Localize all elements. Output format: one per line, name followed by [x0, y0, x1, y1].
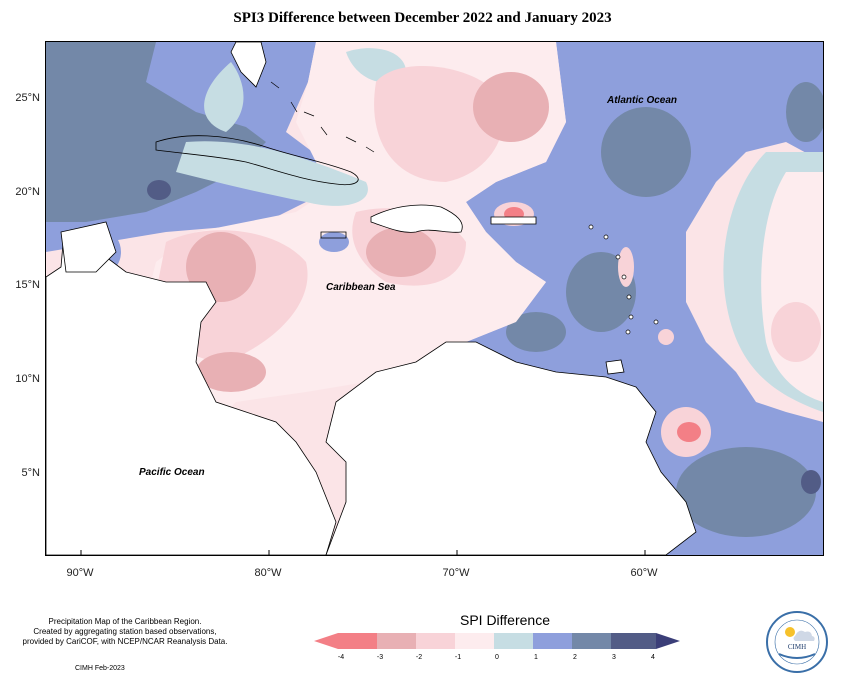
lat-tick-5: 5°N — [21, 467, 40, 479]
jamaica-blue-spot — [319, 232, 349, 252]
legend-swatch-4 — [494, 633, 533, 649]
legend-colorbar — [314, 633, 680, 649]
lon-tick-70: 70°W — [442, 567, 470, 579]
legend-swatch-5 — [533, 633, 572, 649]
atlantic-ocean-label: Atlantic Ocean — [607, 95, 678, 106]
barbados-pink — [658, 329, 674, 345]
atlantic-pink-spot — [771, 302, 821, 362]
lon-tick-80: 80°W — [254, 567, 282, 579]
map-title: SPI3 Difference between December 2022 an… — [233, 10, 612, 26]
puerto-rico-land — [490, 216, 537, 225]
lat-tick-20: 20°N — [15, 186, 40, 198]
legend-arrow-high — [656, 633, 680, 649]
leeward-pink — [618, 247, 634, 287]
map-notes: Precipitation Map of the Caribbean Regio… — [5, 617, 245, 647]
legend-label-1: 1 — [534, 654, 538, 661]
lon-tick-60: 60°W — [630, 567, 658, 579]
credit-text: CIMH Feb-2023 — [75, 665, 125, 672]
trinidad-land — [605, 359, 625, 375]
legend-label-neg3: -3 — [376, 654, 384, 661]
cuba-light-band — [176, 141, 368, 206]
legend-swatch-0 — [338, 633, 377, 649]
legend-label-neg1: -1 — [454, 654, 462, 661]
legend-swatch-3 — [455, 633, 494, 649]
map-canvas — [46, 42, 823, 555]
notes-line-3: provided by CariCOF, with NCEP/NCAR Rean… — [22, 637, 228, 646]
central-caribbean-deep-pink — [366, 227, 436, 277]
gulf-light-patch — [204, 62, 244, 132]
cloud-icon — [793, 630, 815, 641]
hispaniola-land — [370, 204, 463, 233]
lat-tick-10: 10°N — [15, 373, 40, 385]
legend-swatch-2 — [416, 633, 455, 649]
legend-label-2: 2 — [573, 654, 577, 661]
notes-line-2: Created by aggregating station based obs… — [33, 627, 217, 636]
guianas-dark-patch — [676, 447, 816, 537]
logo-text: CIMH — [788, 643, 806, 651]
legend-label-3: 3 — [612, 654, 616, 661]
legend-label-neg4: -4 — [337, 654, 345, 661]
pacific-ocean-label: Pacific Ocean — [139, 467, 205, 478]
gulf-darkest-spot — [147, 180, 171, 200]
legend-label-4: 4 — [651, 654, 655, 661]
yucatan-land — [60, 221, 117, 273]
atlantic-dark-patch — [601, 107, 691, 197]
cimh-logo: CIMH — [766, 611, 828, 673]
guyana-deep-pink — [677, 422, 701, 442]
legend-label-0: 0 — [495, 654, 499, 661]
bahamas-islands — [270, 81, 375, 153]
bahamas-deep-pink — [473, 72, 549, 142]
sun-icon — [785, 627, 795, 637]
atlantic-blue-region — [466, 42, 823, 555]
legend-swatch-1 — [377, 633, 416, 649]
panama-deep-pink — [196, 352, 266, 392]
lat-tick-25: 25°N — [15, 92, 40, 104]
legend-swatch-7 — [611, 633, 656, 649]
legend-arrow-low — [314, 633, 338, 649]
legend-swatch-6 — [572, 633, 611, 649]
jamaica-outline — [320, 231, 347, 239]
notes-line-1: Precipitation Map of the Caribbean Regio… — [48, 617, 202, 626]
lesser-antilles-islands — [588, 224, 659, 335]
map-panel: Atlantic Ocean Caribbean Sea Pacific Oce… — [45, 41, 824, 556]
lon-tick-90: 90°W — [66, 567, 94, 579]
legend-label-neg2: -2 — [415, 654, 423, 661]
florida-land — [230, 42, 267, 88]
cuba-outline — [155, 135, 359, 186]
lat-tick-15: 15°N — [15, 279, 40, 291]
guianas-darkest-spot — [801, 470, 821, 494]
legend-title: SPI Difference — [459, 612, 550, 628]
caribbean-sea-label: Caribbean Sea — [326, 282, 396, 293]
bahamas-pink-zone — [374, 65, 504, 182]
eastern-caribbean-dark-patch — [506, 312, 566, 352]
atlantic-dark-patch-2 — [786, 82, 823, 142]
south-america-land — [325, 341, 697, 555]
